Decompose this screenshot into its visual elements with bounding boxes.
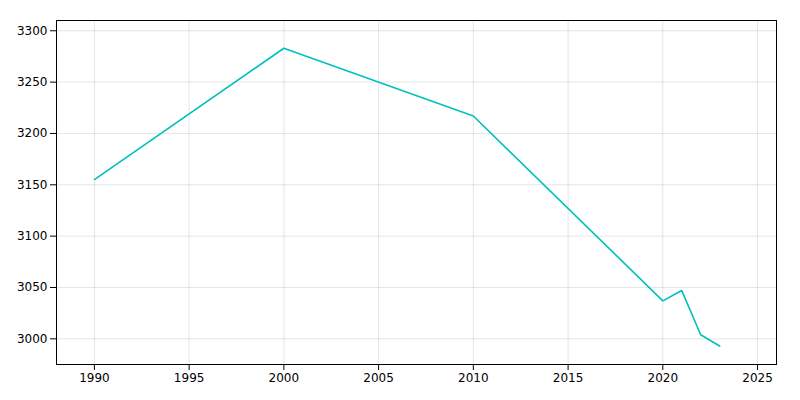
- svg-text:3150: 3150: [17, 178, 48, 192]
- svg-text:3050: 3050: [17, 280, 48, 294]
- svg-text:1990: 1990: [79, 371, 110, 385]
- svg-text:2005: 2005: [363, 371, 394, 385]
- svg-text:3300: 3300: [17, 24, 48, 38]
- svg-text:2010: 2010: [458, 371, 489, 385]
- svg-text:3250: 3250: [17, 75, 48, 89]
- svg-text:2025: 2025: [742, 371, 773, 385]
- svg-text:3100: 3100: [17, 229, 48, 243]
- svg-text:1995: 1995: [174, 371, 205, 385]
- svg-text:2000: 2000: [269, 371, 300, 385]
- svg-text:3200: 3200: [17, 126, 48, 140]
- svg-text:2020: 2020: [648, 371, 679, 385]
- svg-text:2015: 2015: [553, 371, 584, 385]
- svg-text:3000: 3000: [17, 332, 48, 346]
